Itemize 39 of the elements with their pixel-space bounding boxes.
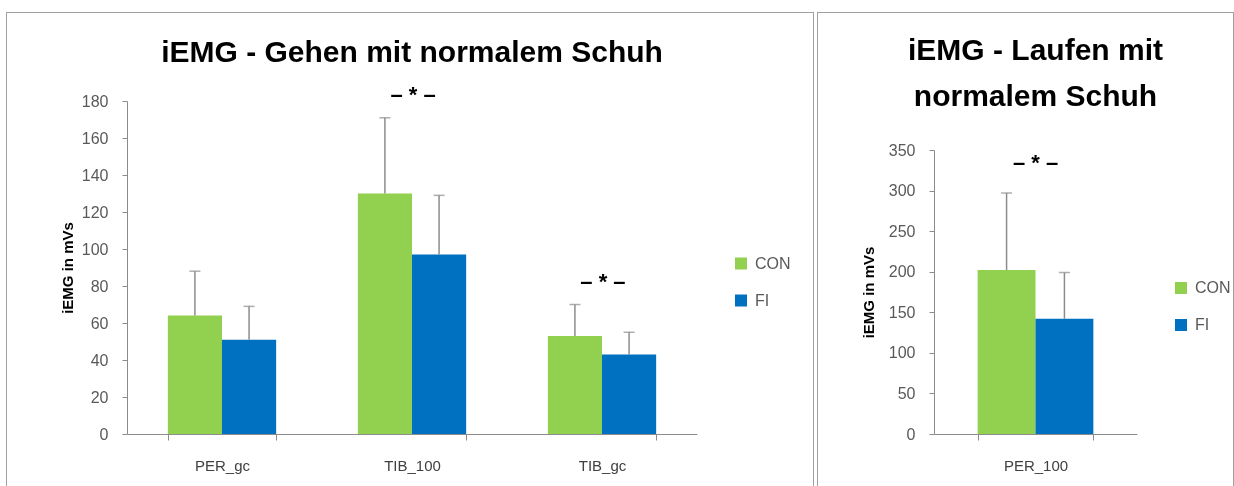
y-tick-label: 80 — [90, 277, 109, 295]
legend-label: CON — [1195, 279, 1231, 296]
annotation: – * – — [580, 269, 626, 294]
x-tick-label: PER_100 — [1003, 456, 1069, 474]
y-tick-label: 350 — [888, 141, 916, 159]
y-tick-label: 250 — [888, 222, 916, 240]
legend-label: CON — [755, 254, 791, 272]
bar — [167, 315, 222, 434]
chart-title: iEMG - Gehen mit normalem Schuh — [161, 35, 663, 68]
legend-label: FI — [755, 291, 770, 309]
y-tick-label: 160 — [81, 129, 109, 147]
y-tick-label: 180 — [81, 92, 109, 110]
y-tick-label: 300 — [888, 182, 916, 200]
y-tick-label: 0 — [906, 425, 916, 443]
y-tick-label: 0 — [99, 425, 109, 443]
y-tick-label: 140 — [81, 166, 109, 184]
y-tick-label: 200 — [888, 263, 916, 281]
y-tick-label: 100 — [81, 240, 109, 258]
y-tick-label: 60 — [90, 314, 109, 332]
bar — [602, 354, 657, 434]
bar — [412, 254, 467, 434]
chart-title: iEMG - Laufen mit normalem Schuh — [908, 33, 1164, 112]
y-tick-label: 100 — [888, 344, 916, 362]
x-tick-label: TIB_gc — [578, 456, 627, 474]
legend-label: FI — [1195, 316, 1210, 333]
x-tick-label: PER_gc — [194, 456, 251, 474]
x-tick-label: TIB_100 — [384, 456, 441, 474]
y-tick-label: 150 — [888, 303, 916, 321]
y-tick-label: 40 — [90, 351, 109, 369]
annotation: – * – — [1012, 150, 1059, 175]
bar — [547, 335, 602, 434]
y-tick-label: 20 — [90, 388, 109, 406]
y-tick-label: 120 — [81, 203, 109, 221]
annotation: – * – — [390, 82, 436, 107]
y-axis-title: iEMG in mVs — [859, 246, 877, 339]
y-axis-title: iEMG in mVs — [58, 222, 76, 314]
y-tick-label: 50 — [897, 384, 916, 402]
bar — [357, 193, 412, 434]
bar — [222, 339, 277, 434]
